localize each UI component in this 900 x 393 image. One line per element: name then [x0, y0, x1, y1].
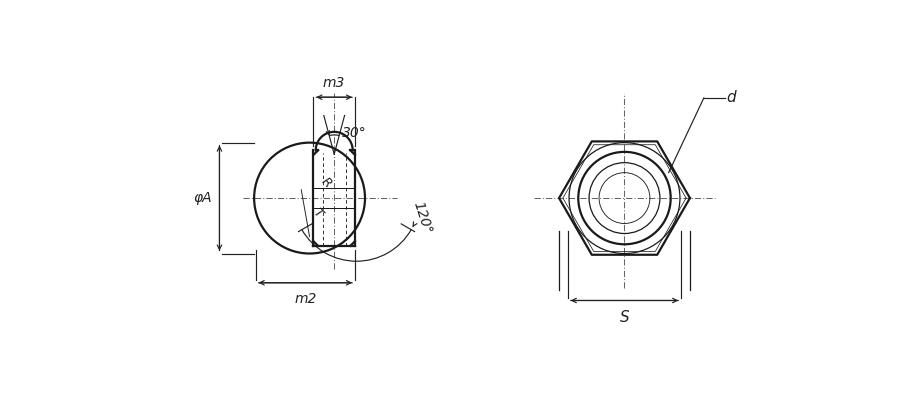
Text: m3: m3 [323, 75, 346, 90]
Text: R: R [319, 175, 334, 190]
Text: T: T [310, 206, 325, 221]
Text: S: S [620, 310, 629, 325]
Text: 30°: 30° [342, 126, 366, 140]
Text: 120°: 120° [410, 199, 434, 235]
Text: φA: φA [194, 191, 212, 205]
Text: d: d [726, 90, 736, 105]
Text: m2: m2 [294, 292, 317, 306]
